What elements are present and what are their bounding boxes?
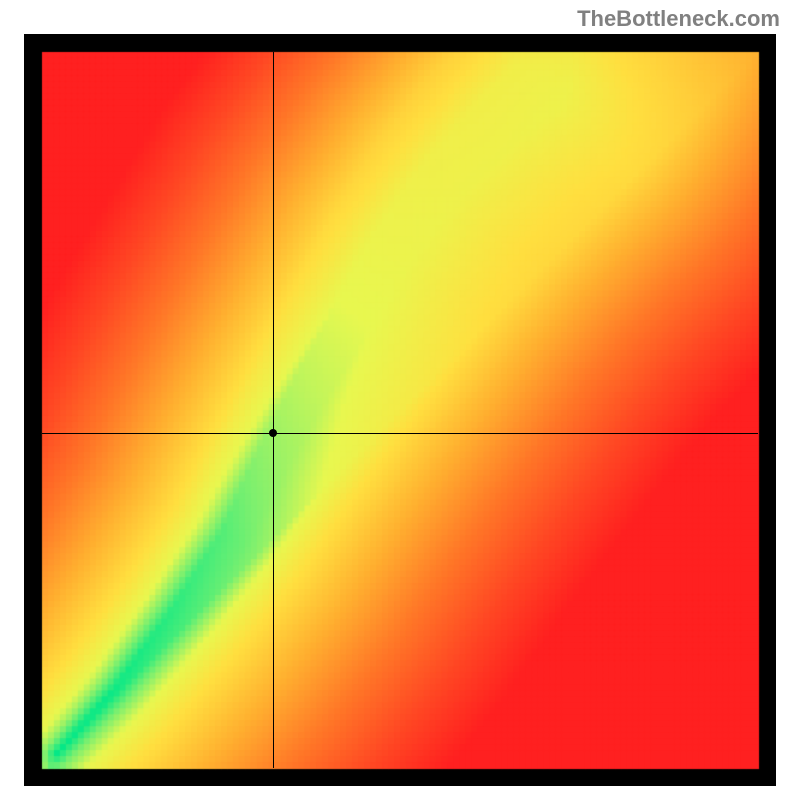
crosshair-marker [269,429,277,437]
crosshair-vertical [273,52,274,768]
watermark-text: TheBottleneck.com [577,6,780,32]
bottleneck-heatmap [24,34,776,786]
crosshair-horizontal [42,433,758,434]
chart-frame [24,34,776,786]
